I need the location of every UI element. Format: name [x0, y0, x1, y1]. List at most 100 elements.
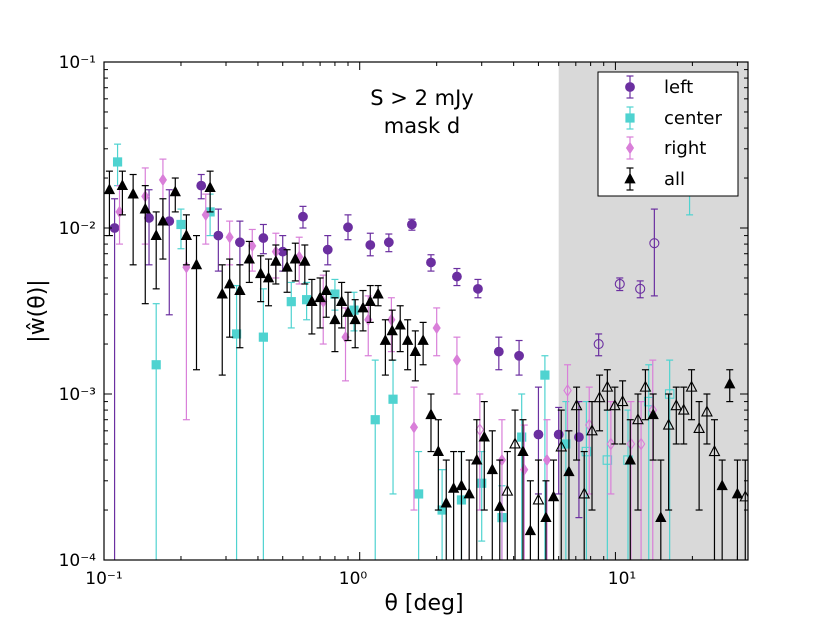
legend-label-right: right — [664, 138, 706, 159]
all-point — [685, 380, 698, 392]
all-point — [401, 334, 414, 345]
left-point — [473, 283, 483, 294]
right-point — [409, 421, 419, 434]
all-point — [357, 301, 369, 313]
all-point — [270, 254, 282, 266]
all-point — [289, 252, 301, 264]
center-point — [231, 329, 242, 339]
series-left — [109, 173, 660, 560]
all-point — [547, 490, 560, 502]
all-point — [501, 484, 514, 496]
legend-box — [597, 71, 739, 197]
x-tick-label: 10⁻¹ — [85, 569, 122, 589]
all-point — [616, 394, 629, 407]
all-point — [524, 524, 537, 536]
all-point — [255, 267, 267, 279]
all-point — [494, 500, 506, 511]
center-point — [258, 332, 268, 342]
all-point — [532, 493, 545, 505]
all-point — [639, 380, 652, 392]
all-point — [349, 313, 361, 325]
right-point — [636, 437, 646, 451]
legend-label-all: all — [664, 169, 685, 190]
all-point — [655, 511, 667, 523]
all-point — [234, 284, 246, 295]
all-point — [223, 277, 236, 289]
all-point — [440, 496, 452, 508]
all-point — [320, 284, 332, 295]
all-point — [455, 479, 468, 491]
left-point — [298, 211, 308, 222]
all-point — [314, 291, 326, 303]
legend-markers — [624, 75, 636, 191]
left-point — [426, 257, 436, 268]
annotation-line-2: mask d — [384, 114, 460, 138]
right-point — [475, 423, 485, 437]
center-point — [540, 370, 550, 380]
left-point — [235, 237, 245, 248]
all-point — [262, 271, 275, 283]
all-point — [157, 214, 169, 226]
right-point — [387, 313, 396, 327]
all-point — [169, 185, 181, 197]
all-point — [555, 440, 568, 452]
all-point — [716, 479, 728, 491]
all-point — [540, 511, 552, 523]
all-point — [243, 252, 255, 264]
all-point — [647, 408, 659, 420]
all-point — [116, 179, 129, 191]
all-point — [299, 254, 311, 266]
x-tick-label: 10¹ — [608, 569, 636, 589]
series-layer — [104, 143, 748, 560]
all-point — [578, 487, 591, 499]
all-point — [139, 202, 151, 214]
all-point — [563, 465, 575, 477]
all-point — [662, 418, 675, 430]
all-point — [624, 453, 636, 465]
all-point — [632, 413, 644, 425]
annotation-line-1: S > 2 mJy — [370, 86, 473, 110]
all-point — [364, 295, 376, 307]
right-point — [563, 383, 572, 397]
left-point — [213, 230, 224, 241]
right-point — [626, 437, 636, 451]
x-tick-label: 10⁰ — [339, 569, 368, 589]
left-point — [196, 180, 207, 191]
all-point — [409, 345, 421, 357]
center-point — [388, 394, 398, 404]
center-point — [414, 489, 424, 499]
all-point — [306, 295, 318, 307]
all-point — [570, 399, 583, 411]
all-point — [693, 421, 706, 434]
legend-marker-left — [625, 82, 635, 92]
all-point — [342, 306, 354, 317]
all-point — [329, 313, 341, 325]
all-point — [150, 229, 162, 240]
all-point — [386, 324, 398, 336]
center-point — [176, 219, 186, 230]
left-point — [514, 350, 524, 361]
all-point — [463, 487, 475, 499]
center-point — [602, 455, 613, 465]
all-point — [372, 287, 384, 299]
all-point — [517, 445, 529, 456]
all-point — [724, 377, 736, 389]
left-point — [452, 271, 462, 282]
all-point — [180, 229, 193, 240]
all-point — [478, 430, 490, 442]
left-point — [365, 240, 376, 250]
left-point — [635, 283, 646, 294]
all-point — [425, 408, 437, 420]
center-point — [330, 289, 340, 299]
all-point — [701, 405, 713, 417]
all-point — [509, 437, 521, 449]
all-point — [677, 403, 690, 415]
left-point — [533, 429, 544, 440]
left-point — [574, 432, 584, 442]
all-point — [417, 334, 429, 345]
all-point — [394, 318, 406, 330]
plot-frame — [103, 61, 749, 561]
center-point — [151, 360, 161, 370]
y-tick-label: 10⁻³ — [59, 385, 96, 405]
all-point — [670, 399, 683, 411]
